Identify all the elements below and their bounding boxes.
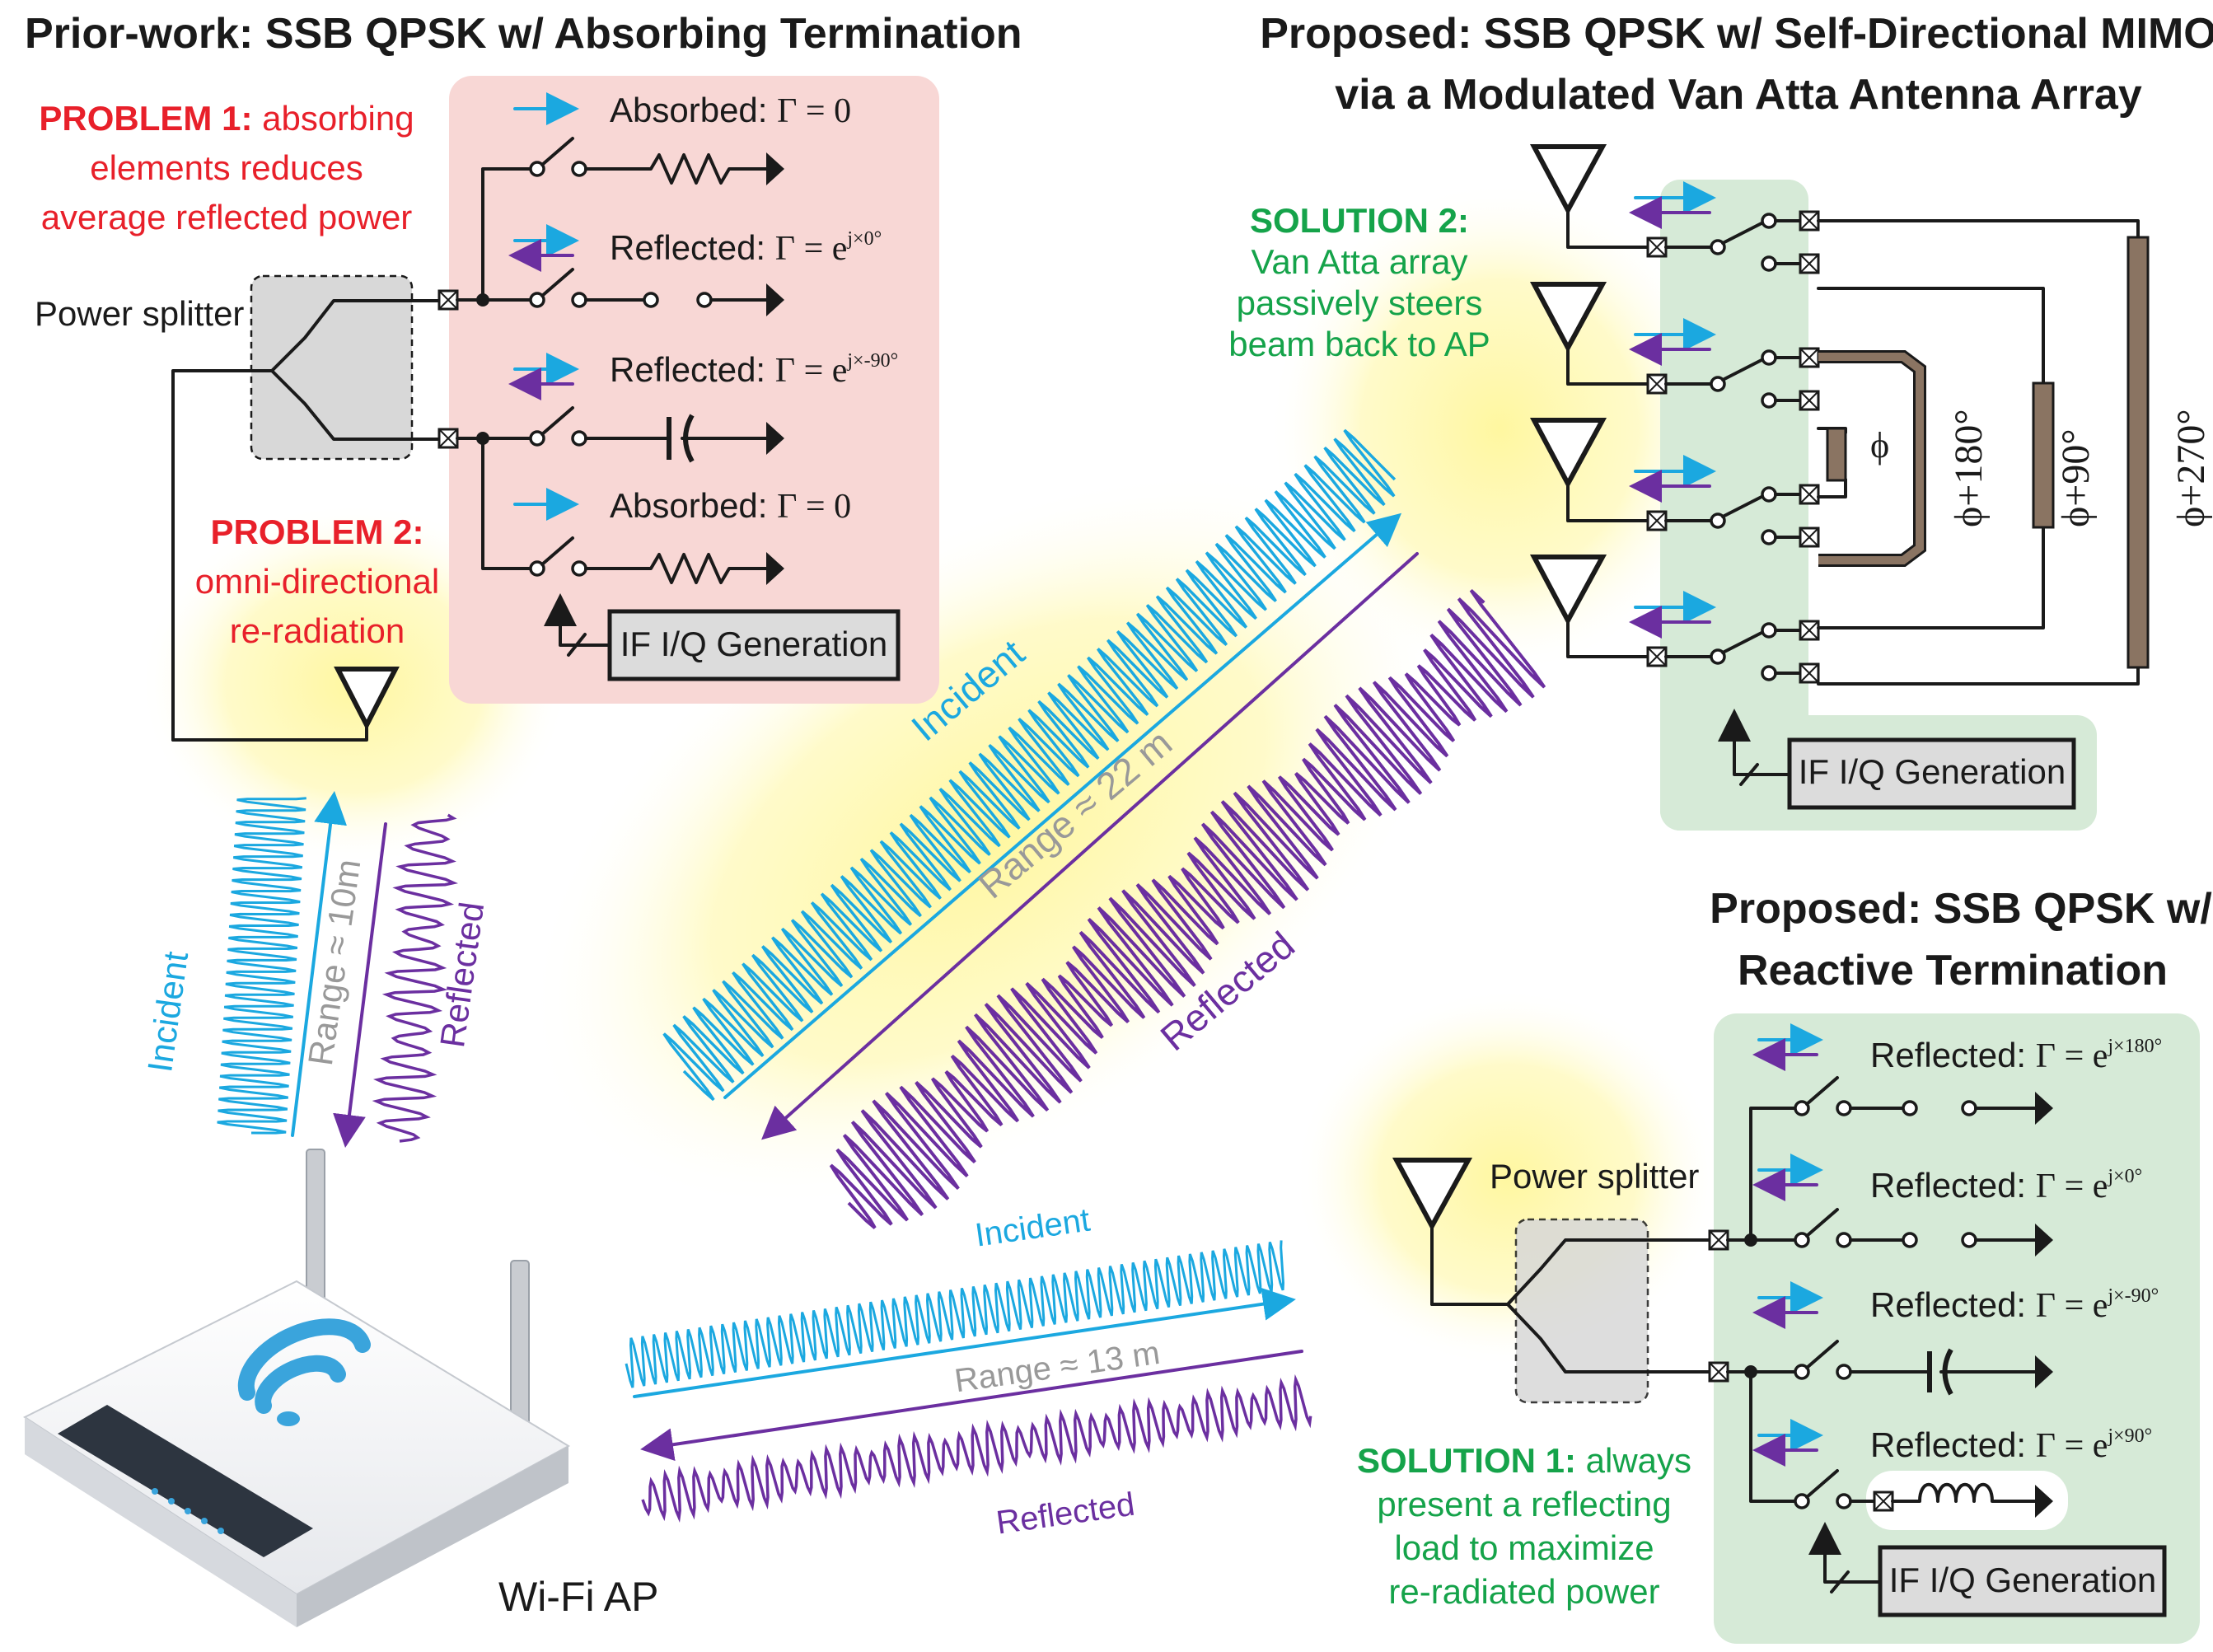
reactive-panel-bg <box>1714 1013 2200 1644</box>
problem-2-line1: omni-directional <box>195 562 439 601</box>
bottom-reflected-label: Reflected <box>994 1486 1136 1542</box>
problem-1-line3: average reflected power <box>41 198 413 236</box>
reactive-splitter-label: Power splitter <box>1490 1157 1699 1196</box>
reactive-title-line1: Proposed: SSB QPSK w/ <box>1710 885 2212 933</box>
reactive-circuit <box>1392 1076 2068 1594</box>
solution-1-line3: load to maximize <box>1394 1528 1654 1567</box>
prior-ifgen-box <box>607 609 901 681</box>
solution-2-line2: passively steers <box>1237 283 1483 322</box>
solution-1-line1: SOLUTION 1: always <box>1357 1441 1691 1480</box>
va-switch-pole <box>1710 376 1726 392</box>
mimo-title-line2: via a Modulated Van Atta Antenna Array <box>1335 71 2142 119</box>
reactive-ifgen-box <box>1878 1545 2167 1617</box>
wifi-router <box>22 1149 571 1627</box>
reactive-branch-label-1: Reflected: Γ = ej×180° <box>1870 1036 2162 1075</box>
prior-wave-arrows <box>508 92 579 521</box>
wave-trace <box>641 1374 1312 1523</box>
router-label: Wi-Fi AP <box>498 1574 658 1620</box>
wave-trace <box>625 1240 1285 1388</box>
wave-trace <box>662 428 1397 1102</box>
reactive-branch-label-2: Reflected: Γ = ej×0° <box>1870 1166 2142 1205</box>
vanatta-ifgen-box <box>1787 737 2076 810</box>
phase-90-label: ϕ+90° <box>2054 428 2098 527</box>
vanatta-antenna-2 <box>1530 282 1607 353</box>
prior-title: Prior-work: SSB QPSK w/ Absorbing Termin… <box>25 10 1022 58</box>
bottom-link <box>633 1287 1303 1462</box>
router-wifi-icon <box>237 1318 371 1426</box>
problem-1-line2: elements reduces <box>90 148 363 187</box>
wave-trace <box>829 588 1546 1229</box>
prior-ifgen-label: IF I/Q Generation <box>620 625 887 663</box>
vanatta-antenna-4 <box>1530 555 1607 626</box>
reactive-branch-label-3: Reflected: Γ = ej×-90° <box>1870 1285 2159 1325</box>
phase-180-label: ϕ+180° <box>1947 409 1991 527</box>
wave-trace <box>217 797 306 1135</box>
va-switch-pole <box>1710 648 1726 665</box>
prior-splitter-label: Power splitter <box>35 294 244 333</box>
phase-phi-label: ϕ <box>1870 425 1889 466</box>
left-reflected-label: Reflected <box>433 900 491 1050</box>
reactive-branch-label-4: Reflected: Γ = ej×90° <box>1870 1425 2152 1465</box>
reactive-ifgen-label: IF I/Q Generation <box>1889 1561 2156 1599</box>
wave-trace <box>372 813 459 1143</box>
vanatta-antenna-1 <box>1530 144 1607 216</box>
prior-branch-label-1: Absorbed: Γ = 0 <box>610 91 851 130</box>
solution-1-line2: present a reflecting <box>1377 1485 1671 1523</box>
bottom-incident-label: Incident <box>973 1202 1092 1254</box>
solution-2-line3: beam back to AP <box>1228 325 1490 363</box>
prior-branch-label-3: Reflected: Γ = ej×-90° <box>610 350 898 390</box>
phase-270-label: ϕ+270° <box>2169 409 2213 527</box>
left-link <box>291 791 387 1148</box>
reactive-wave-arrows <box>1752 1023 1823 1467</box>
prior-branch-label-2: Reflected: Γ = ej×0° <box>610 228 882 268</box>
left-incident-label: Incident <box>140 949 195 1075</box>
prior-circuit <box>171 137 784 742</box>
vanatta-phase-lines <box>1718 219 2150 786</box>
prior-antenna <box>334 667 400 731</box>
problem-1-line1: PROBLEM 1: absorbing <box>39 99 414 138</box>
problem-2-line2: re-radiation <box>230 611 405 650</box>
va-switch-pole <box>1710 239 1726 255</box>
solution-1-line4: re-radiated power <box>1388 1572 1659 1611</box>
prior-branch-label-4: Absorbed: Γ = 0 <box>610 486 851 526</box>
mimo-title-line1: Proposed: SSB QPSK w/ Self-Directional M… <box>1260 10 2213 58</box>
reactive-title-line2: Reactive Termination <box>1738 947 2168 994</box>
vanatta-antenna-3 <box>1530 418 1607 489</box>
wave-patterns <box>217 428 1546 1523</box>
solution-2-line1: Van Atta array <box>1251 242 1467 281</box>
middle-link <box>723 512 1419 1140</box>
solution-2-head: SOLUTION 2: <box>1250 201 1469 240</box>
problem-2-head: PROBLEM 2: <box>210 512 423 551</box>
vanatta-circuit <box>1530 144 1658 658</box>
vanatta-ifgen-label: IF I/Q Generation <box>1799 752 2066 791</box>
va-switch-pole <box>1710 512 1726 529</box>
reactive-antenna <box>1392 1158 1473 1232</box>
vanatta-switches <box>1629 181 1820 684</box>
